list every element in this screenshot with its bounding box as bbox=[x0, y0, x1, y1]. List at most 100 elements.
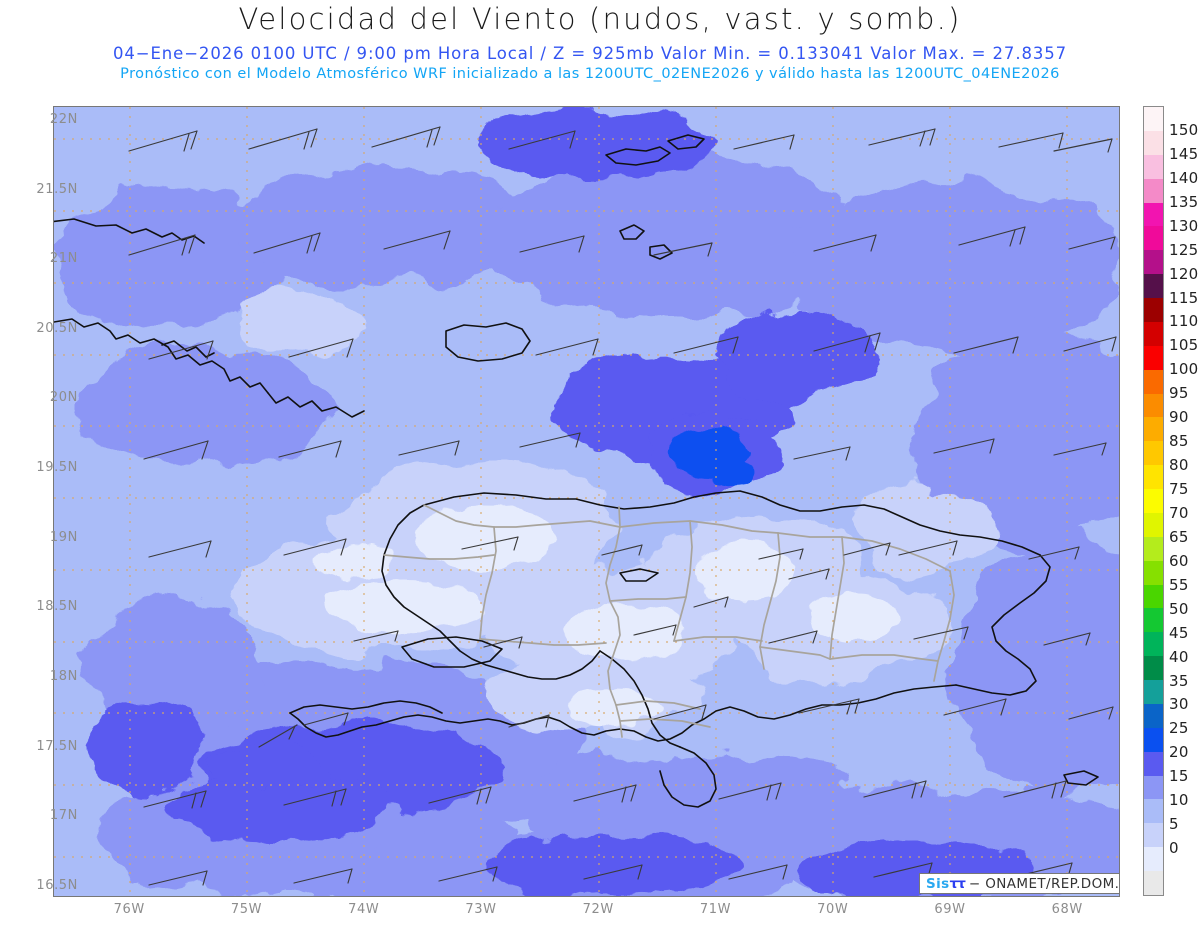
colorbar-tick-label: 20 bbox=[1169, 743, 1189, 762]
colorbar-tick-label: 35 bbox=[1169, 671, 1189, 690]
colorbar-band bbox=[1144, 536, 1163, 561]
wind-barbs-layer bbox=[128, 126, 1117, 886]
colorbar-band bbox=[1144, 226, 1163, 251]
y-tick-label: 19N bbox=[49, 529, 78, 545]
y-tick-label: 18.5N bbox=[36, 599, 78, 615]
y-tick-label: 17N bbox=[49, 808, 78, 824]
colorbar-band bbox=[1144, 345, 1163, 370]
colorbar-tick-label: 135 bbox=[1169, 192, 1199, 211]
x-tick-label: 69W bbox=[934, 902, 966, 917]
colorbar-tick-label: 90 bbox=[1169, 408, 1189, 427]
colorbar-band bbox=[1144, 154, 1163, 179]
chart-header: Velocidad del Viento (nudos, vast. y som… bbox=[0, 0, 1200, 100]
x-tick-label: 71W bbox=[699, 902, 732, 917]
wind-speed-shading bbox=[54, 107, 1119, 896]
colorbar-band bbox=[1144, 274, 1163, 298]
colorbar-tick-label: 105 bbox=[1169, 336, 1199, 355]
colorbar-band bbox=[1144, 703, 1163, 728]
colorbar-band bbox=[1144, 560, 1163, 585]
colorbar-tick-label: 0 bbox=[1169, 839, 1179, 858]
colorbar-band bbox=[1144, 441, 1163, 466]
x-tick-label: 76W bbox=[113, 902, 145, 917]
colorbar-tick-label: 45 bbox=[1169, 623, 1189, 642]
colorbar-band bbox=[1144, 871, 1163, 895]
colorbar-tick-label: 95 bbox=[1169, 384, 1189, 403]
colorbar-band bbox=[1144, 751, 1163, 776]
x-tick-label: 68W bbox=[1051, 902, 1083, 917]
y-tick-label: 20N bbox=[49, 390, 78, 406]
colorbar-band bbox=[1144, 775, 1163, 800]
colorbar-tick-label: 70 bbox=[1169, 503, 1189, 522]
colorbar-band bbox=[1144, 489, 1163, 513]
colorbar-tick-label: 110 bbox=[1169, 312, 1199, 331]
colorbar-band bbox=[1144, 393, 1163, 418]
colorbar-tick-label: 10 bbox=[1169, 791, 1189, 810]
colorbar-tick-label: 80 bbox=[1169, 456, 1189, 475]
colorbar-band bbox=[1144, 799, 1163, 824]
x-tick-label: 73W bbox=[465, 902, 497, 917]
x-tick-label: 74W bbox=[348, 902, 380, 917]
page-title: Velocidad del Viento (nudos, vast. y som… bbox=[238, 2, 962, 36]
colorbar-band bbox=[1144, 823, 1163, 848]
colorbar-tick-label: 125 bbox=[1169, 240, 1199, 259]
colorbar-band bbox=[1144, 847, 1163, 871]
colorbar-tick-label: 115 bbox=[1169, 288, 1199, 307]
colorbar-tick-label: 140 bbox=[1169, 168, 1199, 187]
colorbar-band bbox=[1144, 250, 1163, 275]
colorbar-band bbox=[1144, 298, 1163, 322]
colorbar-band bbox=[1144, 107, 1163, 131]
colorbar-band bbox=[1144, 417, 1163, 442]
colorbar-tick-label: 55 bbox=[1169, 575, 1189, 594]
colorbar-tick-label: 145 bbox=[1169, 144, 1199, 163]
y-tick-label: 20.5N bbox=[36, 320, 78, 336]
y-tick-label: 19.5N bbox=[36, 460, 78, 476]
y-tick-label: 16.5N bbox=[36, 877, 78, 893]
colorbar-tick-label: 75 bbox=[1169, 480, 1189, 499]
colorbar-tick-label: 5 bbox=[1169, 815, 1179, 834]
colorbar-band bbox=[1144, 202, 1163, 227]
colorbar[interactable] bbox=[1143, 106, 1164, 896]
chart-subtitle-line1: 04−Ene−2026 0100 UTC / 9:00 pm Hora Loca… bbox=[112, 44, 1068, 63]
colorbar-band bbox=[1144, 632, 1163, 657]
colorbar-tick-label: 65 bbox=[1169, 527, 1189, 546]
y-tick-label: 17.5N bbox=[36, 738, 78, 754]
colorbar-tick-label: 30 bbox=[1169, 695, 1189, 714]
colorbar-tick-label: 130 bbox=[1169, 216, 1199, 235]
x-tick-label: 70W bbox=[817, 902, 849, 917]
chart-subtitle-line2: Pronóstico con el Modelo Atmosférico WRF… bbox=[120, 66, 1060, 82]
colorbar-band bbox=[1144, 727, 1163, 752]
colorbar-band bbox=[1144, 512, 1163, 537]
map-plot-area[interactable]: Sis ττ − ONAMET/REP.DOM. bbox=[53, 106, 1120, 897]
colorbar-band bbox=[1144, 130, 1163, 155]
colorbar-tick-label: 25 bbox=[1169, 719, 1189, 738]
colorbar-tick-label: 85 bbox=[1169, 432, 1189, 451]
colorbar-band bbox=[1144, 656, 1163, 680]
latlon-gridlines bbox=[54, 107, 1119, 896]
y-tick-label: 21N bbox=[49, 251, 78, 267]
logo-sis-text: Sis bbox=[926, 876, 950, 892]
colorbar-band bbox=[1144, 369, 1163, 394]
x-tick-label: 72W bbox=[582, 902, 614, 917]
colorbar-tick-label: 150 bbox=[1169, 120, 1199, 139]
colorbar-tick-label: 50 bbox=[1169, 599, 1189, 618]
colorbar-band bbox=[1144, 465, 1163, 489]
colorbar-band bbox=[1144, 178, 1163, 203]
colorbar-tick-label: 60 bbox=[1169, 551, 1189, 570]
logo-pi-text: ττ bbox=[949, 876, 966, 892]
coastlines-and-borders bbox=[54, 134, 1099, 808]
onamet-logo-badge: Sis ττ − ONAMET/REP.DOM. bbox=[919, 873, 1120, 894]
map-canvas bbox=[54, 107, 1119, 896]
colorbar-tick-label: 120 bbox=[1169, 264, 1199, 283]
colorbar-band bbox=[1144, 608, 1163, 633]
y-tick-label: 22N bbox=[49, 111, 78, 127]
colorbar-tick-label: 15 bbox=[1169, 767, 1189, 786]
x-tick-label: 75W bbox=[230, 902, 263, 917]
colorbar-tick-label: 40 bbox=[1169, 647, 1189, 666]
colorbar-band bbox=[1144, 680, 1163, 704]
logo-org-text: − ONAMET/REP.DOM. bbox=[968, 876, 1120, 892]
y-tick-label: 21.5N bbox=[36, 181, 78, 197]
colorbar-band bbox=[1144, 584, 1163, 609]
colorbar-tick-label: 100 bbox=[1169, 360, 1199, 379]
y-tick-label: 18N bbox=[49, 668, 78, 684]
colorbar-band bbox=[1144, 321, 1163, 346]
